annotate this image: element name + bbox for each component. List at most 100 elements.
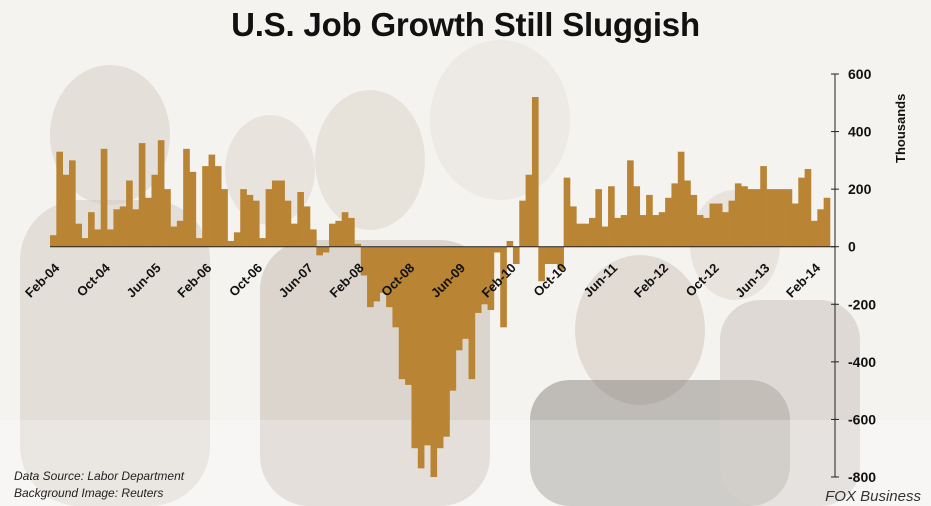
- bar: [493, 246, 501, 253]
- bar: [538, 246, 545, 282]
- bar: [766, 189, 774, 247]
- bar: [240, 189, 247, 247]
- x-tick-label: Feb-08: [326, 260, 366, 300]
- x-tick-label: Jun-11: [581, 260, 621, 300]
- bar: [265, 189, 273, 247]
- bar: [145, 197, 152, 247]
- bar: [791, 203, 799, 247]
- bar: [589, 217, 596, 247]
- bar: [544, 246, 552, 264]
- bar: [531, 97, 539, 247]
- bar: [823, 197, 831, 247]
- bar: [81, 238, 89, 247]
- bar: [658, 212, 666, 247]
- x-tick-label: Jun-07: [276, 260, 316, 300]
- bar: [202, 166, 209, 247]
- bar: [753, 189, 761, 247]
- bar: [557, 246, 564, 270]
- y-tick-label: -600: [848, 411, 876, 427]
- bar: [50, 235, 57, 247]
- bar: [303, 206, 311, 247]
- bar: [487, 246, 495, 311]
- bar: [817, 209, 824, 247]
- bar: [728, 200, 736, 247]
- bar: [386, 246, 393, 308]
- bar: [284, 200, 292, 247]
- bar: [341, 212, 349, 247]
- bar: [550, 246, 558, 264]
- bar: [595, 189, 603, 247]
- bar: [157, 140, 165, 247]
- y-tick-label: -800: [848, 469, 876, 485]
- bar: [772, 189, 780, 247]
- y-tick-label: -400: [848, 354, 876, 370]
- image-credit-note: Background Image: Reuters: [14, 486, 164, 500]
- bar: [798, 177, 805, 247]
- bar: [443, 246, 450, 437]
- bar: [164, 189, 171, 247]
- bar: [69, 160, 76, 247]
- x-tick-label: Oct-10: [530, 260, 569, 299]
- x-tick-label: Feb-06: [174, 260, 214, 300]
- bar: [430, 246, 438, 477]
- bar: [468, 246, 476, 380]
- bar: [449, 246, 457, 391]
- bar: [367, 246, 374, 308]
- bar: [779, 189, 786, 247]
- bar: [512, 246, 520, 264]
- y-tick-label: 200: [848, 181, 872, 197]
- bar: [183, 148, 190, 247]
- bar: [462, 246, 469, 339]
- bar: [113, 209, 121, 247]
- bar: [221, 189, 228, 247]
- bar: [310, 229, 317, 247]
- bar: [474, 246, 482, 313]
- bar: [290, 223, 298, 247]
- bar: [734, 183, 742, 247]
- bar: [570, 206, 577, 247]
- bar: [620, 215, 628, 247]
- bar: [119, 206, 127, 247]
- bar: [652, 215, 660, 247]
- bar: [373, 246, 381, 302]
- bar: [56, 151, 63, 247]
- bar: [379, 246, 387, 293]
- bar: [259, 238, 266, 247]
- bar: [189, 171, 197, 247]
- bar: [246, 194, 254, 247]
- bar: [810, 220, 818, 247]
- x-tick-label: Jun-05: [123, 260, 163, 300]
- x-tick-label: Oct-12: [683, 260, 722, 299]
- bar: [633, 186, 641, 247]
- bar: [563, 177, 571, 247]
- bar: [804, 168, 812, 247]
- bar: [436, 246, 444, 449]
- bar: [107, 229, 114, 247]
- x-tick-label: Feb-12: [631, 260, 671, 300]
- bar: [703, 217, 710, 247]
- bar: [88, 212, 95, 247]
- bar: [747, 189, 755, 247]
- bar: [94, 229, 102, 247]
- bar: [132, 209, 140, 247]
- bar: [671, 183, 679, 247]
- bar: [665, 197, 672, 247]
- y-tick-label: 0: [848, 239, 856, 255]
- bar: [424, 246, 431, 446]
- bar: [195, 238, 203, 247]
- bar: [696, 215, 704, 247]
- bar: [627, 160, 634, 247]
- bar: [75, 223, 83, 247]
- bar: [646, 194, 653, 247]
- bar: [322, 246, 330, 253]
- x-tick-label: Jun-13: [732, 260, 772, 300]
- bar: [208, 154, 216, 247]
- bar: [519, 200, 526, 247]
- bar: [227, 240, 235, 247]
- bar: [639, 215, 647, 247]
- bar: [417, 246, 425, 469]
- chart-title: U.S. Job Growth Still Sluggish: [231, 6, 700, 43]
- bar: [100, 148, 108, 247]
